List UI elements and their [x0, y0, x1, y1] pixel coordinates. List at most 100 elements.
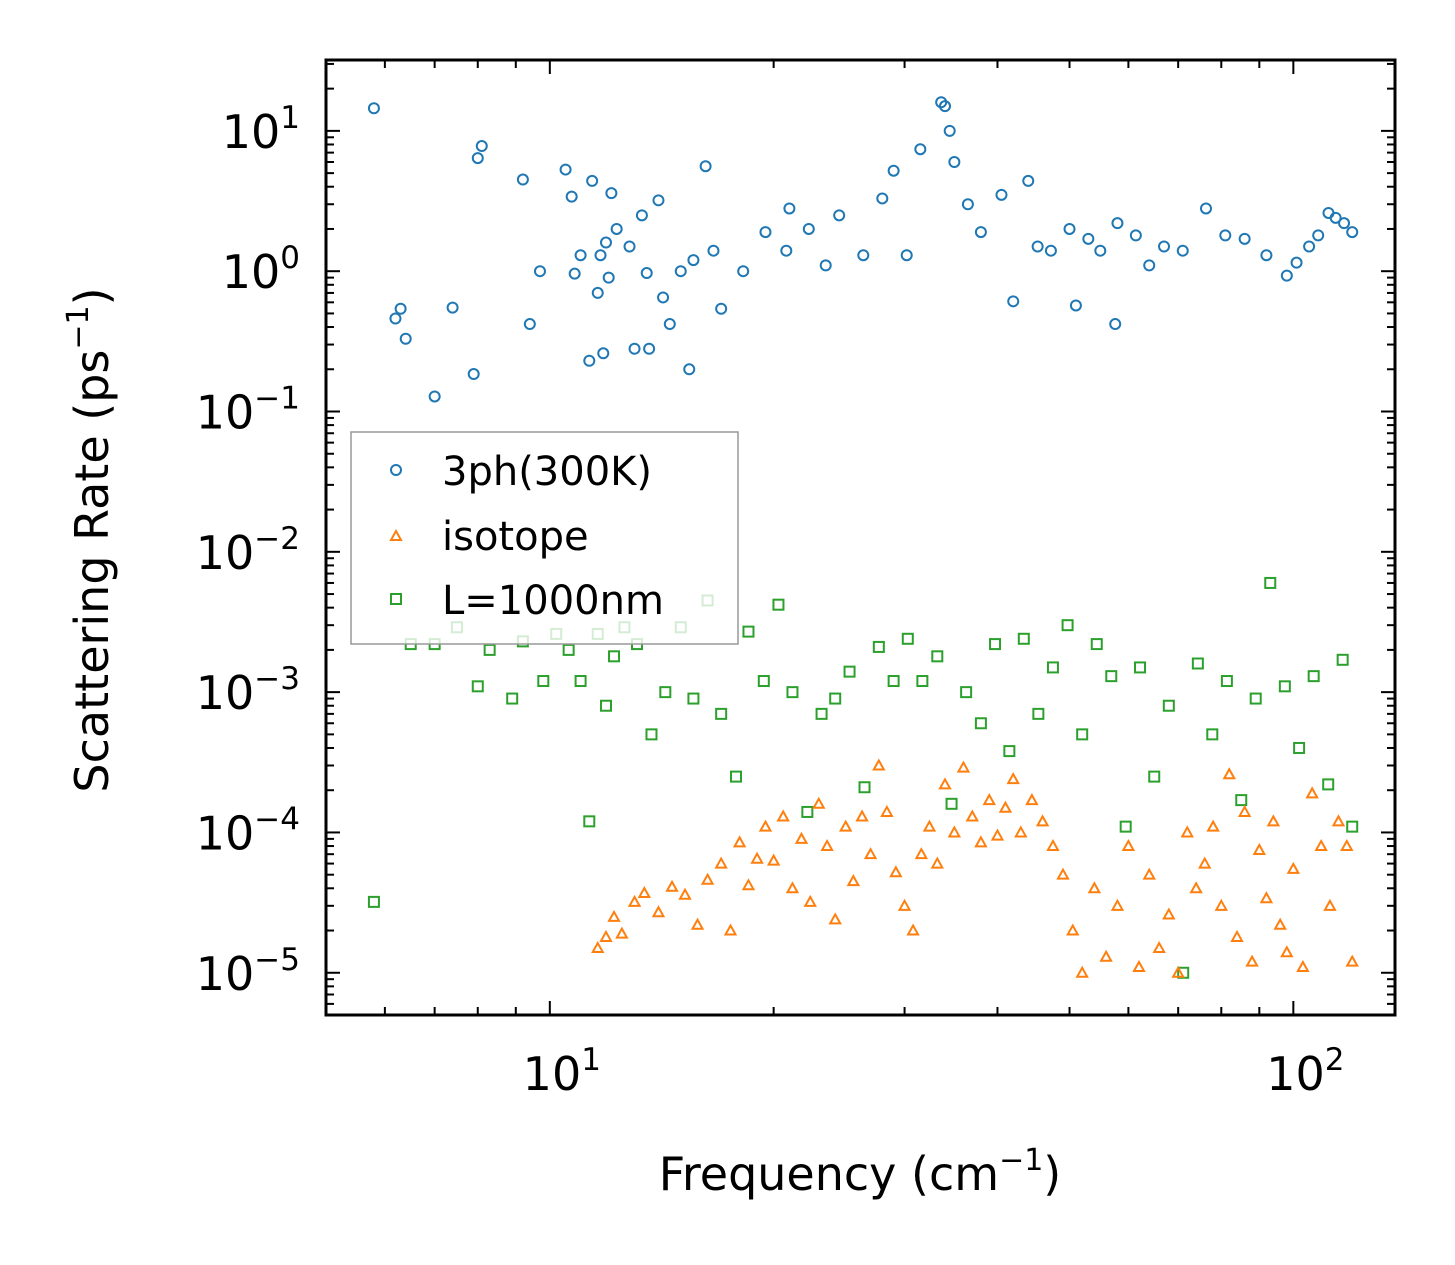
circle-point [687, 254, 700, 267]
square-point [1220, 675, 1233, 688]
square-point [887, 675, 900, 688]
circle-point [1338, 217, 1351, 230]
square-point [645, 728, 658, 741]
triangle-point [599, 929, 613, 942]
circle-point [565, 190, 578, 203]
circle-point [1290, 256, 1303, 269]
circle-point [640, 267, 653, 280]
legend-label-3ph: 3ph(300K) [442, 449, 652, 495]
tick-labels: 101 102 101 100 10−1 10−2 10−3 10−4 10−5 [196, 100, 1345, 1101]
square-point [1119, 820, 1132, 833]
triangle-point [723, 923, 738, 936]
triangle-point [651, 905, 666, 918]
circle-point [683, 363, 696, 376]
circle-point [628, 342, 641, 355]
circle-point [938, 100, 951, 113]
circle-point [623, 240, 636, 253]
circle-point [1044, 244, 1057, 257]
triangle-point [880, 804, 894, 817]
circle-point [516, 173, 529, 186]
circle-point [467, 368, 480, 381]
circle-point [833, 209, 846, 222]
x-axis-title: Frequency (cm−1) [659, 1143, 1062, 1201]
triangle-point [930, 856, 945, 869]
triangle-point [1099, 949, 1113, 962]
triangle-point [607, 909, 621, 922]
plot-frame [324, 58, 1397, 1017]
square-point [1278, 680, 1291, 693]
triangle-point [889, 865, 903, 878]
triangle-point [1280, 945, 1294, 958]
circle-point [533, 265, 546, 278]
circle-point [389, 312, 402, 325]
circle-point [475, 140, 488, 153]
square-point [931, 650, 944, 663]
circle-point [715, 302, 728, 315]
triangle-point [665, 879, 679, 892]
legend-label-l1000: L=1000nm [442, 578, 664, 624]
square-point [583, 815, 596, 828]
triangle-point [1152, 940, 1166, 954]
triangle-point [1237, 804, 1252, 817]
triangle-point [678, 887, 692, 900]
triangle-point [1252, 842, 1267, 855]
y-tick-label: 10−5 [196, 942, 300, 1001]
legend-label-isotope: isotope [442, 514, 589, 560]
circle-point [1111, 217, 1124, 230]
square-point [1307, 670, 1320, 683]
x-tick-label: 102 [1266, 1042, 1344, 1101]
circle-point [1158, 240, 1171, 253]
y-tick-label: 10−3 [196, 661, 300, 720]
triangle-point [1198, 856, 1212, 869]
triangle-point [1025, 793, 1039, 806]
square-point [742, 625, 755, 638]
square-point [786, 686, 799, 699]
circle-point [995, 188, 1008, 201]
circle-point [1346, 226, 1359, 239]
triangle-point [1266, 814, 1281, 827]
circle-point [663, 318, 676, 331]
y-tick-label: 10−1 [196, 381, 300, 440]
square-point [1293, 741, 1306, 754]
triangle-point [732, 835, 747, 848]
circle-point [1069, 299, 1082, 312]
circle-point [428, 390, 441, 403]
legend-box [350, 431, 739, 645]
triangle-point [1323, 898, 1337, 911]
y-axis-title: Scattering Rate (ps−1) [61, 287, 119, 792]
triangle-point [1230, 929, 1244, 942]
circle-point [961, 198, 974, 211]
square-point [772, 598, 785, 611]
circle-point [948, 156, 961, 169]
square-point [843, 665, 856, 678]
circle-point [857, 249, 870, 262]
square-point [1061, 619, 1074, 632]
triangle-point [1046, 838, 1060, 852]
triangle-point [1087, 881, 1102, 894]
triangle-point [785, 881, 800, 894]
y-tick-label: 101 [222, 100, 300, 159]
triangle-point [714, 856, 728, 869]
square-point [1090, 638, 1103, 651]
square-point [1336, 653, 1349, 666]
legend: 3ph(300K) isotope L=1000nm [350, 431, 739, 645]
triangle-point [1214, 898, 1228, 911]
circle-point [523, 318, 536, 331]
square-point [1134, 661, 1147, 674]
triangle-point [1305, 786, 1319, 799]
circle-point [802, 222, 815, 235]
triangle-point [1340, 838, 1354, 852]
square-point [1264, 576, 1277, 589]
square-point [974, 717, 987, 730]
circle-point [574, 249, 587, 262]
circle-point [1063, 222, 1076, 235]
circle-point [1260, 249, 1273, 262]
y-tick-label: 10−2 [196, 521, 300, 580]
triangle-point [1345, 954, 1359, 967]
triangle-point [700, 872, 715, 885]
square-point [537, 675, 550, 688]
circle-point [471, 152, 484, 165]
triangle-point [1035, 814, 1050, 827]
circle-point [707, 244, 720, 257]
triangle-point [1222, 767, 1236, 780]
